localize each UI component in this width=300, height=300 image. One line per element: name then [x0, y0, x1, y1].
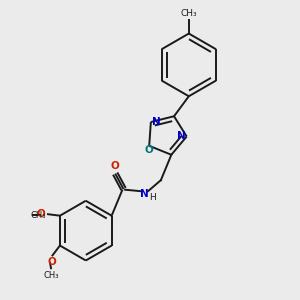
Text: CH₃: CH₃	[43, 271, 59, 280]
Text: CH₃: CH₃	[181, 9, 197, 18]
Text: CH₃: CH₃	[30, 211, 46, 220]
Text: N: N	[140, 189, 149, 199]
Text: H: H	[149, 193, 156, 202]
Text: N: N	[152, 117, 160, 127]
Text: O: O	[37, 209, 46, 219]
Text: N: N	[177, 131, 186, 142]
Text: O: O	[47, 257, 56, 267]
Text: O: O	[111, 160, 120, 171]
Text: O: O	[145, 145, 154, 155]
